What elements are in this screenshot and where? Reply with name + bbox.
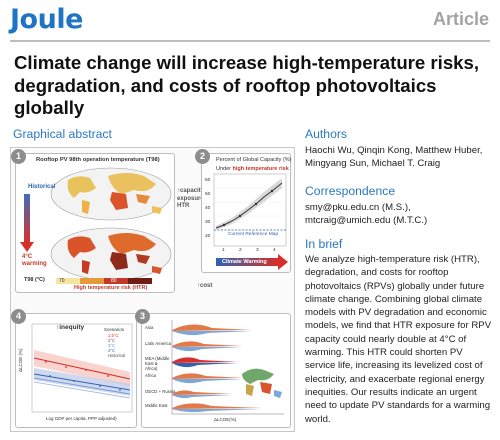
panel-4-inequity-chart: ↑inequity Scenarios 1.5°C 2°C 3°C 4°C Hi… <box>11 309 137 428</box>
legend-high-value: 80 <box>111 278 117 284</box>
warming-label: 4°C warming <box>22 254 47 267</box>
panel-2-title: Percent of Global Capacity (%) <box>216 157 292 163</box>
y-tick-20: 20 <box>205 234 211 239</box>
inequity-regression-plot <box>31 323 133 413</box>
panel-4-number: 4 <box>11 309 26 324</box>
panel-4-x-label: Log GDP per capita, PPP adjusted) <box>46 416 117 421</box>
region-label-3: MEA (Middle East & Africa) <box>145 356 170 371</box>
y-tick-50: 50 <box>205 192 211 197</box>
graphical-abstract-heading: Graphical abstract <box>13 127 112 141</box>
climate-warming-label: Climate Warming <box>222 259 267 265</box>
x-tick-1: 1 <box>222 248 225 253</box>
panel-2-capacity-chart: Percent of Global Capacity (%) Under hig… <box>195 149 292 273</box>
correspondence-emails[interactable]: smy@pku.edu.cn (M.S.), mtcraig@umich.edu… <box>305 202 428 227</box>
region-label-4: Africa <box>145 373 156 378</box>
in-brief-text: We analyze high-temperature risk (HTR), … <box>305 254 492 425</box>
authors-heading: Authors <box>305 127 348 141</box>
legend-item-1: 1.5°C <box>108 333 119 338</box>
x-tick-4: 4 <box>273 248 276 253</box>
historical-label: Historical <box>28 184 56 190</box>
legend-item-5: Historical <box>108 353 126 358</box>
panel-3-regional-costs: Asia Latin America MEA (Middle East & Af… <box>135 309 291 428</box>
in-brief-heading: In brief <box>305 237 343 251</box>
panel-4-y-label: ΔLCOE (%) <box>18 348 23 372</box>
panel-1-temperature-maps: Rooftop PV 98th operation temperature (T… <box>11 149 175 293</box>
panel-3-number: 3 <box>135 309 150 324</box>
journal-logo: Joule <box>10 4 83 35</box>
panel-1-number: 1 <box>11 149 26 164</box>
legend-item-2: 2°C <box>108 338 116 343</box>
subtitle-highlight: high temperature risk <box>232 166 289 172</box>
capacity-line-chart <box>213 173 288 270</box>
region-label-2: Latin America <box>145 341 172 346</box>
y-tick-30: 30 <box>205 220 211 225</box>
article-type-label: Article <box>432 9 489 29</box>
legend-item-3: 3°C <box>108 343 116 348</box>
panel-1-title: Rooftop PV 98th operation temperature (T… <box>36 157 160 163</box>
article-title: Climate change will increase high-temper… <box>14 52 480 118</box>
header-divider <box>10 40 490 42</box>
legend-low-value: 70 <box>59 278 65 284</box>
panel-2-subtitle: Under high temperature risk <box>216 166 289 172</box>
panel-2-number: 2 <box>195 149 210 164</box>
panel-3-x-label: ΔLCOE(%) <box>214 417 237 422</box>
capacity-exposure-annotation: ↑capacity exposure of HTR <box>177 188 212 209</box>
y-tick-60: 60 <box>205 178 211 183</box>
inequity-annotation: ↑inequity <box>56 324 85 331</box>
world-maps-graphic <box>20 167 172 284</box>
region-label-6: Middle East <box>145 403 168 408</box>
y-tick-40: 40 <box>205 206 211 211</box>
cost-annotation: ↑cost <box>197 283 213 289</box>
x-tick-2: 2 <box>239 248 242 253</box>
region-label-1: Asia <box>145 325 154 330</box>
correspondence-heading: Correspondence <box>305 184 396 198</box>
reference-map-label: Current Reference Map <box>228 232 279 237</box>
t98-legend-label: T98 (°C) <box>24 277 45 283</box>
x-tick-3: 3 <box>256 248 259 253</box>
graphical-abstract-figure: Rooftop PV 98th operation temperature (T… <box>10 147 295 432</box>
subtitle-prefix: Under <box>216 166 233 172</box>
author-list: Haochi Wu, Qinqin Kong, Matthew Huber, M… <box>305 145 483 170</box>
region-label-5: OECD + Russia <box>145 389 176 394</box>
regional-lcoe-distributions <box>171 320 284 415</box>
htr-label: High temperature risk (HTR) <box>74 285 148 291</box>
scenario-legend-title: Scenarios <box>104 327 125 332</box>
legend-item-4: 4°C <box>108 348 116 353</box>
